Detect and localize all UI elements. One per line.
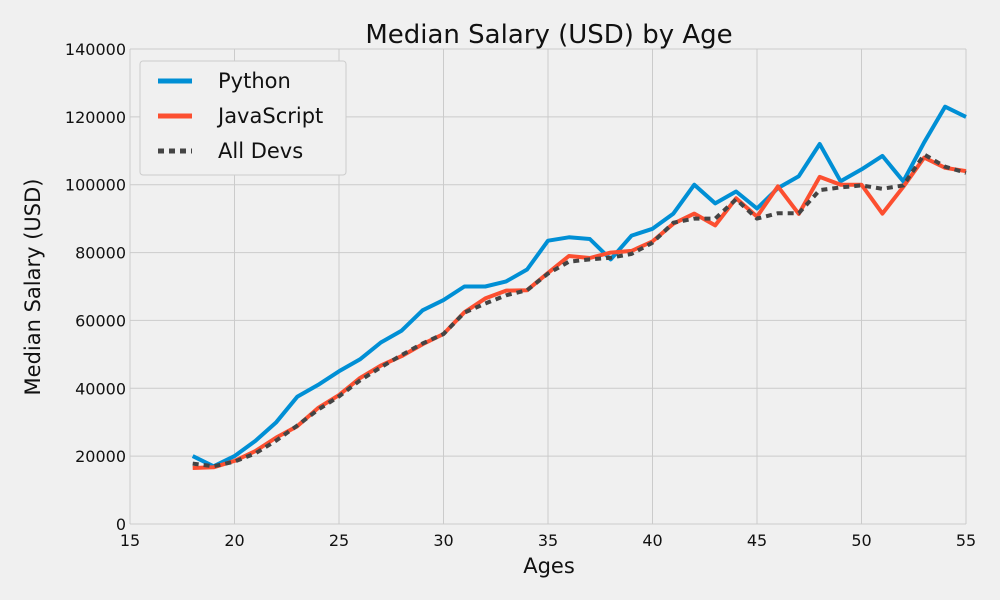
chart-title: Median Salary (USD) by Age [365, 20, 732, 50]
x-tick-label: 50 [851, 531, 871, 550]
y-tick-label: 80000 [75, 244, 126, 263]
x-tick-label: 55 [956, 531, 976, 550]
x-tick-label: 20 [224, 531, 244, 550]
y-tick-label: 40000 [75, 379, 126, 398]
y-tick-label: 100000 [65, 176, 126, 195]
x-tick-label: 30 [433, 531, 453, 550]
x-tick-label: 35 [538, 531, 558, 550]
series-line-python [191, 104, 967, 469]
legend-label-all-devs: All Devs [218, 139, 303, 163]
x-tick-label: 15 [120, 531, 140, 550]
series-line-all-devs [192, 152, 967, 469]
legend: Python JavaScript All Devs [139, 60, 347, 176]
x-axis-label: Ages [523, 554, 575, 578]
y-tick-label: 120000 [65, 108, 126, 127]
tick-labels: 15 20 25 30 35 40 45 50 55 0 20000 40000 60000 80000 1… [65, 40, 976, 550]
legend-label-javascript: JavaScript [216, 104, 323, 128]
x-tick-label: 40 [642, 531, 662, 550]
legend-label-python: Python [218, 69, 291, 93]
x-tick-label: 25 [329, 531, 349, 550]
y-tick-label: 60000 [75, 311, 126, 330]
y-tick-label: 140000 [65, 40, 126, 59]
x-tick-label: 45 [747, 531, 767, 550]
y-tick-label: 0 [116, 515, 126, 534]
series-lines [191, 104, 967, 470]
y-axis-label: Median Salary (USD) [21, 179, 45, 396]
y-tick-label: 20000 [75, 447, 126, 466]
legend-box [139, 60, 347, 176]
